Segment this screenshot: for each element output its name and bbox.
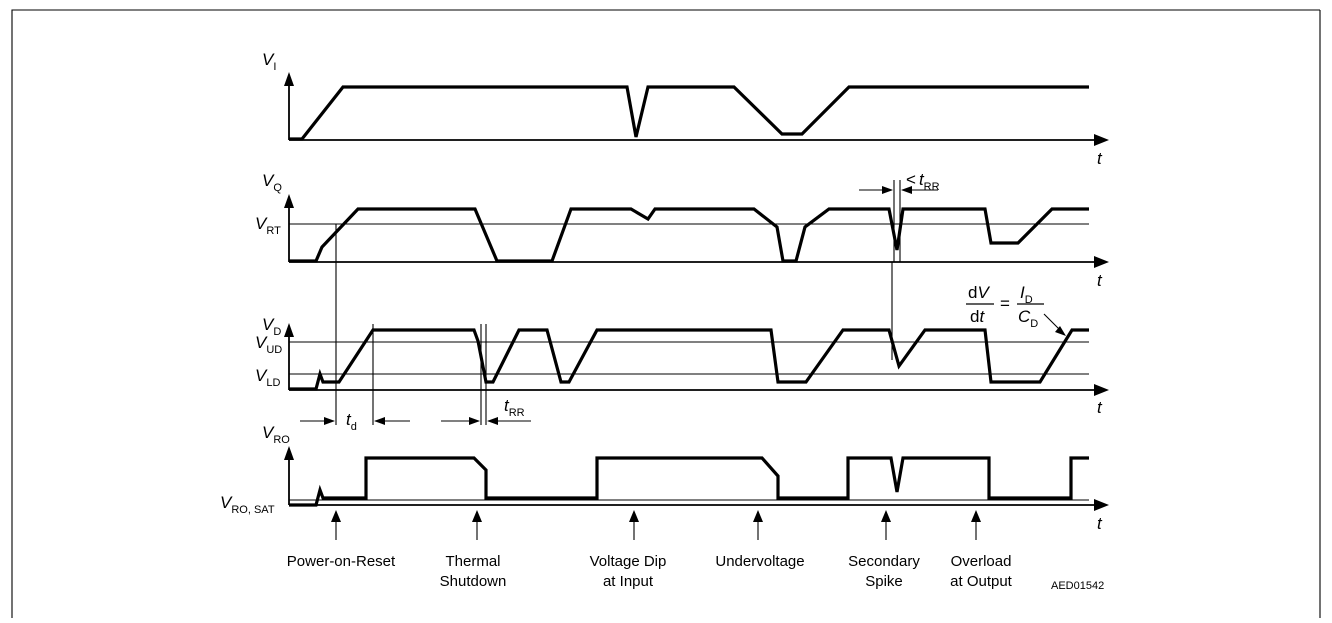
trr-thermal-marker: tRR xyxy=(441,396,531,425)
page-border xyxy=(11,9,1320,618)
trr-label: tRR xyxy=(504,396,525,419)
formula-equals: = xyxy=(1000,294,1010,313)
vld-label: VLD xyxy=(255,366,280,389)
trr-spike-marker: < tRR xyxy=(859,170,940,262)
vro-y-arrowhead xyxy=(284,446,294,460)
event-arrowhead-spike xyxy=(881,510,891,522)
td-arrowhead-right xyxy=(374,417,385,425)
event-label-overload-2: at Output xyxy=(950,573,1013,590)
vd-y-arrowhead xyxy=(284,323,294,337)
vd-label: VD xyxy=(262,315,281,338)
td-label: td xyxy=(346,410,357,433)
vi-t-arrowhead xyxy=(1094,134,1109,146)
vro-t-label: t xyxy=(1097,514,1103,533)
event-labels: Power-on-Reset Thermal Shutdown Voltage … xyxy=(287,553,1013,590)
vrt-label: VRT xyxy=(255,214,281,237)
formula-lhs-den: dt xyxy=(970,307,985,326)
vd-panel: VD VUD VLD t xyxy=(255,315,1109,417)
event-label-voltage-dip-1: Voltage Dip xyxy=(590,553,667,570)
event-arrowhead-overload xyxy=(971,510,981,522)
event-arrows xyxy=(331,510,981,540)
trr-arrowhead-left xyxy=(882,186,893,194)
vi-panel: VI t xyxy=(262,50,1109,168)
vi-waveform xyxy=(289,85,1089,141)
trr-arrowhead-right xyxy=(901,186,912,194)
event-arrowhead-thermal xyxy=(472,510,482,522)
vi-t-label: t xyxy=(1097,149,1103,168)
event-label-thermal-1: Thermal xyxy=(445,553,500,570)
vro-t-arrowhead xyxy=(1094,499,1109,511)
vud-label: VUD xyxy=(255,333,282,356)
event-label-spike-1: Secondary xyxy=(848,553,920,570)
event-arrowhead-power-on xyxy=(331,510,341,522)
vq-waveform xyxy=(289,207,1089,263)
td-arrowhead-left xyxy=(324,417,335,425)
vq-t-label: t xyxy=(1097,271,1103,290)
event-label-thermal-2: Shutdown xyxy=(440,573,507,590)
formula-pointer-head xyxy=(1055,326,1066,336)
trr2-arrowhead-left xyxy=(469,417,480,425)
vi-label: VI xyxy=(262,50,276,73)
event-label-power-on: Power-on-Reset xyxy=(287,553,396,570)
vd-waveform xyxy=(289,328,1089,391)
vq-y-arrowhead xyxy=(284,194,294,208)
vro-panel: VRO VRO, SAT t xyxy=(220,423,1109,533)
vrosat-label: VRO, SAT xyxy=(220,493,275,516)
td-marker: td xyxy=(300,410,410,433)
vro-label: VRO xyxy=(262,423,290,446)
event-label-undervoltage: Undervoltage xyxy=(715,553,804,570)
vd-t-label: t xyxy=(1097,398,1103,417)
event-label-overload-1: Overload xyxy=(951,553,1012,570)
vd-t-arrowhead xyxy=(1094,384,1109,396)
formula-rhs-den: CD xyxy=(1018,307,1038,330)
vq-t-arrowhead xyxy=(1094,256,1109,268)
event-label-spike-2: Spike xyxy=(865,573,903,590)
trr-lt-label: < tRR xyxy=(906,170,940,193)
event-arrowhead-undervoltage xyxy=(753,510,763,522)
vro-waveform xyxy=(289,456,1089,507)
figure-id: AED01542 xyxy=(1051,580,1104,592)
formula-lhs-num: dV xyxy=(968,283,990,302)
vq-label: VQ xyxy=(262,171,282,194)
event-arrowhead-voltage-dip xyxy=(629,510,639,522)
formula-rhs-num: ID xyxy=(1020,283,1033,306)
event-label-voltage-dip-2: at Input xyxy=(603,573,654,590)
vi-y-arrowhead xyxy=(284,72,294,86)
trr2-arrowhead-right xyxy=(487,417,498,425)
slope-formula: dV dt = ID CD xyxy=(966,283,1066,336)
vq-panel: VQ VRT t xyxy=(255,171,1109,290)
